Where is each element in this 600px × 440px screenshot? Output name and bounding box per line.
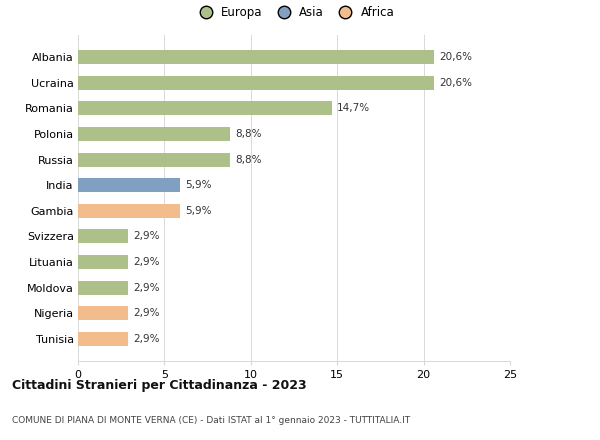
Text: 20,6%: 20,6%: [439, 52, 472, 62]
Text: 8,8%: 8,8%: [235, 154, 262, 165]
Text: 2,9%: 2,9%: [133, 308, 160, 318]
Bar: [78, 229, 128, 243]
Bar: [78, 153, 230, 167]
Bar: [78, 255, 128, 269]
Bar: [78, 76, 434, 90]
Bar: [78, 332, 128, 346]
Text: 2,9%: 2,9%: [133, 334, 160, 344]
Text: 14,7%: 14,7%: [337, 103, 370, 114]
Bar: [78, 281, 128, 295]
Legend: Europa, Asia, Africa: Europa, Asia, Africa: [190, 3, 398, 23]
Bar: [78, 178, 180, 192]
Bar: [78, 127, 230, 141]
Text: 20,6%: 20,6%: [439, 78, 472, 88]
Text: 2,9%: 2,9%: [133, 282, 160, 293]
Text: 2,9%: 2,9%: [133, 257, 160, 267]
Text: 2,9%: 2,9%: [133, 231, 160, 242]
Bar: [78, 306, 128, 320]
Bar: [78, 101, 332, 115]
Text: Cittadini Stranieri per Cittadinanza - 2023: Cittadini Stranieri per Cittadinanza - 2…: [12, 379, 307, 392]
Text: COMUNE DI PIANA DI MONTE VERNA (CE) - Dati ISTAT al 1° gennaio 2023 - TUTTITALIA: COMUNE DI PIANA DI MONTE VERNA (CE) - Da…: [12, 416, 410, 425]
Text: 5,9%: 5,9%: [185, 180, 212, 190]
Bar: [78, 50, 434, 64]
Text: 8,8%: 8,8%: [235, 129, 262, 139]
Text: 5,9%: 5,9%: [185, 206, 212, 216]
Bar: [78, 204, 180, 218]
